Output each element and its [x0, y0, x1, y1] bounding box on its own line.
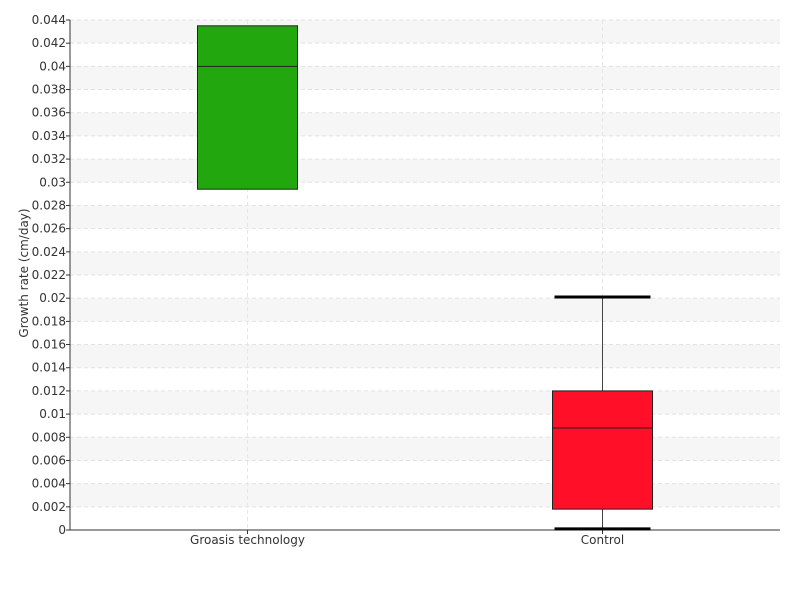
y-tick-label: 0 — [58, 523, 66, 537]
grid-band — [70, 112, 780, 136]
y-tick-label: 0.022 — [32, 268, 66, 282]
grid-band — [70, 66, 780, 90]
y-tick-label: 0.03 — [39, 175, 66, 189]
grid-band — [70, 298, 780, 322]
x-tick-label: Control — [581, 533, 624, 547]
x-tick-label: Groasis technology — [190, 533, 305, 547]
x-axis-ticks: Groasis technology Control — [190, 530, 624, 547]
grid-band — [70, 483, 780, 507]
y-tick-label: 0.012 — [32, 384, 66, 398]
boxes — [197, 25, 653, 531]
y-tick-label: 0.004 — [32, 477, 66, 491]
box-body — [552, 390, 653, 510]
y-tick-label: 0.042 — [32, 36, 66, 50]
y-tick-label: 0.04 — [39, 59, 66, 73]
grid-lines — [70, 19, 780, 530]
grid-band — [70, 437, 780, 461]
y-tick-label: 0.032 — [32, 152, 66, 166]
box-groasis-technology — [197, 25, 298, 190]
y-tick-label: 0.024 — [32, 245, 66, 259]
y-tick-label: 0.014 — [32, 361, 66, 375]
y-tick-label: 0.038 — [32, 83, 66, 97]
y-tick-label: 0.028 — [32, 198, 66, 212]
grid-band — [70, 390, 780, 415]
y-tick-label: 0.01 — [39, 407, 66, 421]
box-body — [197, 25, 298, 190]
grid-band — [70, 205, 780, 229]
y-tick-label: 0.02 — [39, 291, 66, 305]
y-tick-label: 0.044 — [32, 13, 66, 27]
y-tick-label: 0.016 — [32, 338, 66, 352]
y-tick-label: 0.026 — [32, 222, 66, 236]
y-tick-label: 0.018 — [32, 314, 66, 328]
grid-bands — [70, 20, 780, 507]
grid-band — [70, 344, 780, 368]
y-tick-label: 0.006 — [32, 453, 66, 467]
box-control — [552, 295, 653, 531]
grid-band — [70, 20, 780, 44]
y-tick-label: 0.002 — [32, 500, 66, 514]
grid-band — [70, 159, 780, 183]
y-tick-label: 0.008 — [32, 430, 66, 444]
y-axis-label: Growth rate (cm/day) — [17, 208, 31, 337]
grid-band — [70, 251, 780, 275]
y-axis-ticks: 0 0.002 0.004 0.006 0.008 0.01 0.012 0.014 0.016… — [32, 13, 70, 537]
y-tick-label: 0.036 — [32, 106, 66, 120]
y-tick-label: 0.034 — [32, 129, 66, 143]
